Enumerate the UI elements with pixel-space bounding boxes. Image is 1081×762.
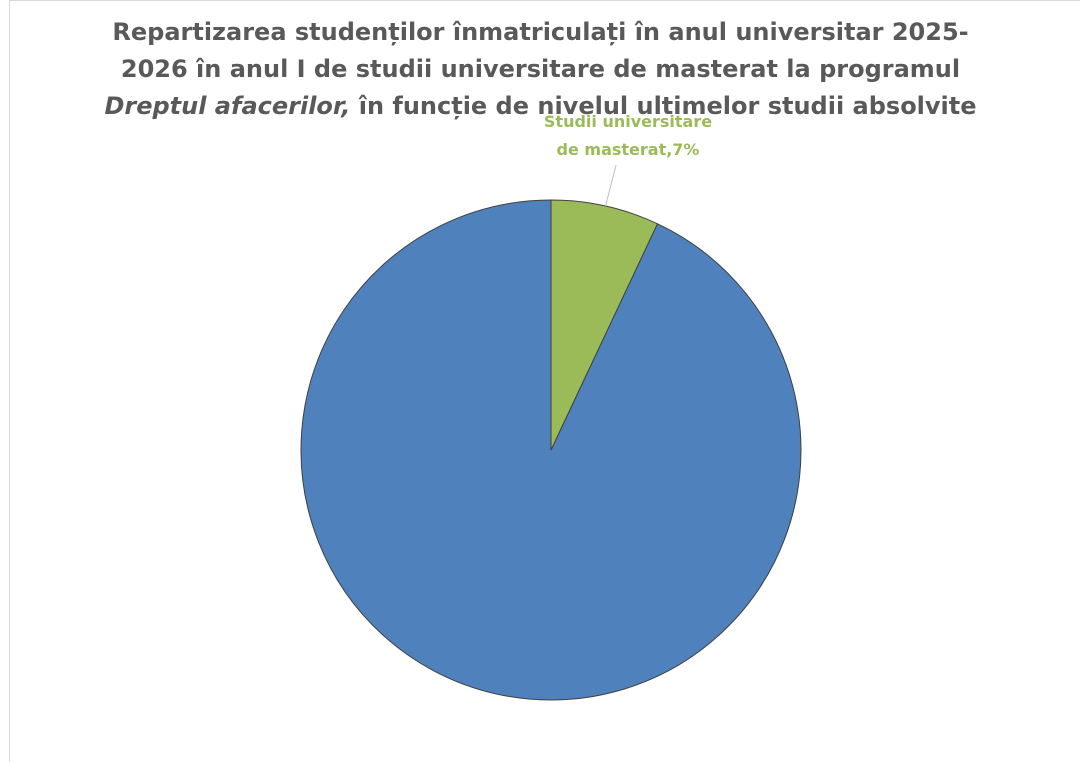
chart-title-line-3-rest: în funcție de nivelul ultimelor studii a… bbox=[350, 92, 977, 120]
slice-label-line-2: de masterat,7% bbox=[557, 140, 700, 159]
pie-slice-2 bbox=[550, 199, 659, 451]
chart-title-line-3: Dreptul afacerilor, în funcție de nivelu… bbox=[0, 88, 1081, 125]
chart-title: Repartizarea studenților înmatriculați î… bbox=[0, 14, 1081, 125]
chart-area bbox=[9, 0, 1080, 762]
chart-title-line-2: 2026 în anul I de studii universitare de… bbox=[120, 55, 961, 83]
slice-label-leader-line bbox=[605, 165, 617, 207]
chart-title-program-name: Dreptul afacerilor, bbox=[104, 92, 351, 120]
chart-title-line-1: Repartizarea studenților înmatriculați î… bbox=[112, 18, 969, 46]
slice-label-line-1: Studii universitare bbox=[544, 112, 712, 131]
